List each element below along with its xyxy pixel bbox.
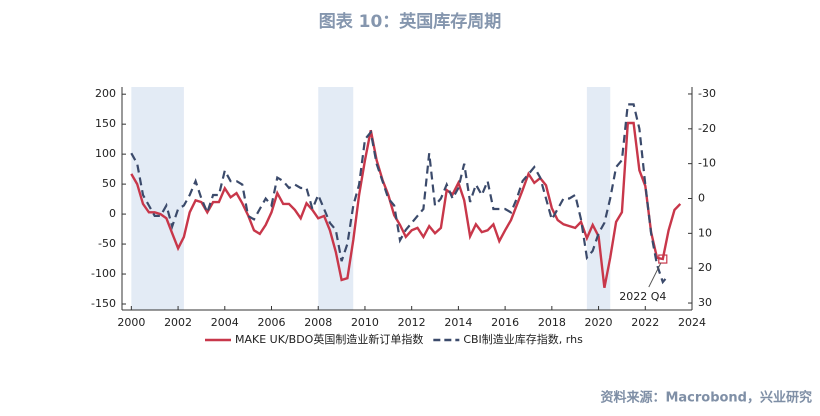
series-line: [130, 121, 682, 289]
chart-title: 图表 10：英国库存周期: [319, 11, 502, 32]
legend-label: CBI制造业库存指数, rhs: [463, 332, 583, 346]
x-tick-label: 2010: [351, 316, 379, 329]
x-tick-label: 2024: [678, 316, 706, 329]
x-tick-label: 2014: [444, 316, 472, 329]
annotation-label: 2022 Q4: [619, 290, 666, 303]
x-tick-label: 2000: [117, 316, 145, 329]
y-tick-label: -150: [91, 297, 116, 310]
x-tick-label: 2018: [538, 316, 566, 329]
x-tick-label: 2006: [258, 316, 286, 329]
x-tick-label: 2022: [631, 316, 659, 329]
y-tick-label: 100: [95, 147, 116, 160]
legend-label: MAKE UK/BDO英国制造业新订单指数: [235, 332, 423, 346]
y-tick-label: 0: [109, 207, 116, 220]
y-tick-label: -100: [91, 267, 116, 280]
y2-tick-label: 10: [698, 226, 712, 239]
y2-tick-label: -30: [698, 87, 716, 100]
y2-tick-label: 0: [698, 192, 705, 205]
y2-tick-label: -20: [698, 122, 716, 135]
x-tick-label: 2004: [211, 316, 239, 329]
shaded-period: [586, 87, 611, 310]
shaded-period: [131, 87, 184, 310]
annotation-leader: [648, 262, 662, 288]
x-tick-label: 2008: [304, 316, 332, 329]
y2-tick-label: 30: [698, 296, 712, 309]
y-tick-label: -50: [98, 237, 116, 250]
y2-tick-label: -10: [698, 157, 716, 170]
x-tick-label: 2002: [164, 316, 192, 329]
x-tick-label: 2012: [398, 316, 426, 329]
x-tick-label: 2016: [491, 316, 519, 329]
y-tick-label: 200: [95, 87, 116, 100]
series-line: [130, 103, 670, 285]
y2-tick-label: 20: [698, 261, 712, 274]
annotation-marker: [658, 254, 668, 264]
x-tick-label: 2020: [585, 316, 613, 329]
source: 资料来源：Macrobond，兴业研究: [600, 390, 812, 406]
y-tick-label: 150: [95, 117, 116, 130]
y-tick-label: 50: [102, 177, 116, 190]
